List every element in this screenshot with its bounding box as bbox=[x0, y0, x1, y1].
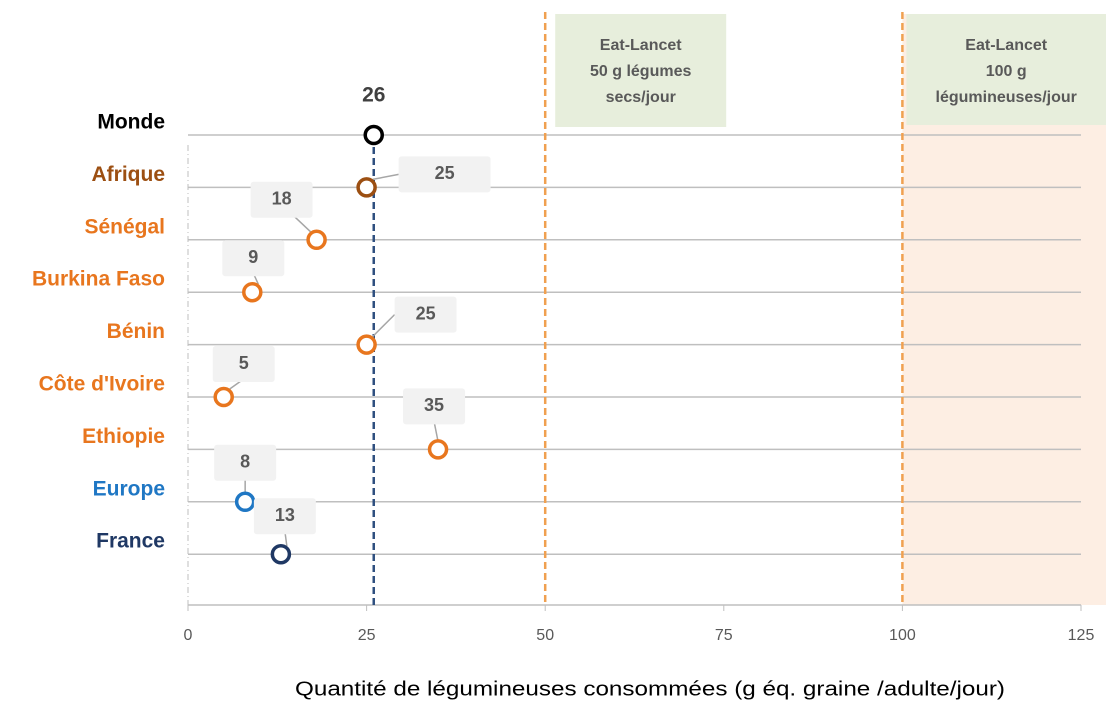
data-label-box bbox=[250, 181, 313, 218]
x-tick-label: 25 bbox=[358, 627, 376, 644]
x-tick-label: 0 bbox=[184, 627, 193, 644]
dot bbox=[363, 124, 384, 146]
annotation-text: 100 g bbox=[986, 63, 1027, 80]
annotation-text: secs/jour bbox=[606, 89, 676, 106]
data-label: 13 bbox=[275, 505, 295, 525]
y-tick-label: Sénégal bbox=[84, 215, 165, 238]
data-label-box bbox=[394, 296, 457, 333]
leader-line bbox=[433, 421, 439, 442]
dot bbox=[306, 229, 327, 251]
data-label-box bbox=[212, 346, 275, 382]
dot bbox=[356, 334, 377, 355]
y-tick-label: Afrique bbox=[92, 163, 166, 186]
y-tick-label: Ethiopie bbox=[82, 425, 165, 448]
leader-line bbox=[372, 173, 399, 181]
dot bbox=[242, 281, 263, 303]
y-tick-label: France bbox=[96, 530, 165, 553]
x-tick-label: 75 bbox=[715, 627, 733, 644]
x-tick-label: 125 bbox=[1068, 627, 1095, 644]
dot bbox=[213, 386, 234, 408]
data-label: 25 bbox=[416, 303, 436, 323]
dot bbox=[234, 491, 256, 513]
annotation-text: Eat-Lancet bbox=[600, 37, 682, 54]
x-tick-label: 50 bbox=[536, 627, 554, 644]
annotation-text: 50 g légumes bbox=[590, 63, 691, 80]
dot bbox=[270, 543, 292, 565]
x-axis-label: Quantité de légumineuses consommées (g é… bbox=[295, 678, 1005, 700]
y-tick-label: Monde bbox=[97, 111, 165, 134]
data-label: 8 bbox=[240, 452, 250, 472]
annotation-text: légumineuses/jour bbox=[936, 89, 1077, 106]
y-tick-label: Côte d'Ivoire bbox=[39, 373, 165, 396]
data-label-box bbox=[403, 388, 466, 425]
x-tick-label: 100 bbox=[889, 627, 916, 644]
data-label: 18 bbox=[272, 189, 292, 209]
annotation-box bbox=[555, 14, 727, 127]
y-tick-label: Burkina Faso bbox=[32, 268, 165, 291]
dot bbox=[356, 177, 377, 198]
dot bbox=[427, 439, 449, 460]
y-tick-label: Europe bbox=[93, 477, 165, 500]
data-label-box bbox=[222, 240, 285, 277]
data-label: 25 bbox=[435, 163, 455, 183]
data-label: 9 bbox=[248, 247, 258, 267]
data-label-box bbox=[253, 498, 316, 535]
data-label-box bbox=[398, 156, 491, 193]
leader-line bbox=[372, 314, 396, 338]
data-label: 35 bbox=[424, 395, 444, 415]
annotation-box bbox=[906, 14, 1106, 125]
annotation-text: Eat-Lancet bbox=[965, 37, 1047, 54]
data-label: 26 bbox=[362, 84, 385, 107]
y-tick-label: Bénin bbox=[107, 320, 165, 343]
data-label-box bbox=[214, 444, 277, 481]
data-label: 5 bbox=[239, 353, 249, 373]
